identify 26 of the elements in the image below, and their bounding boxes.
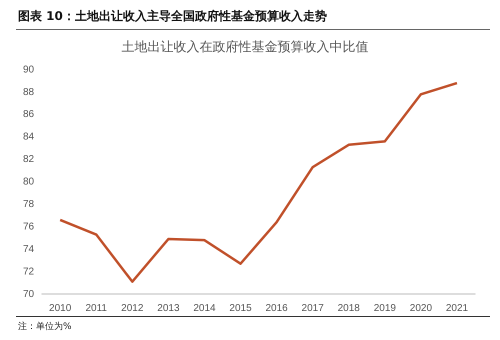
chart-title: 图表 10：土地出让收入主导全国政府性基金预算收入走势 xyxy=(18,8,327,25)
text: 注：单位为% xyxy=(18,322,72,332)
y-tick-label: 86 xyxy=(23,109,35,120)
x-tick-label: 2014 xyxy=(193,302,216,314)
x-tick-label: 2011 xyxy=(85,302,108,314)
x-tick-label: 2015 xyxy=(229,302,252,314)
x-tick-label: 2021 xyxy=(446,302,469,314)
x-tick-label: 2018 xyxy=(338,302,360,314)
y-tick-label: 78 xyxy=(23,198,35,210)
x-tick-label: 2017 xyxy=(302,302,324,314)
chart-subtitle: 土地出让收入在政府性基金预算收入中比值 xyxy=(122,39,368,56)
y-tick-label: 72 xyxy=(23,266,35,278)
y-tick-label: 90 xyxy=(23,64,35,76)
y-tick-label: 74 xyxy=(23,244,35,255)
y-tick-label: 76 xyxy=(23,221,35,232)
x-tick-label: 2020 xyxy=(410,302,432,314)
x-tick-label: 2012 xyxy=(121,302,144,314)
y-tick-label: 82 xyxy=(23,154,35,166)
x-tick-label: 2010 xyxy=(49,302,72,314)
y-tick-label: 80 xyxy=(23,176,35,188)
y-tick-label: 84 xyxy=(23,132,35,143)
y-tick-label: 70 xyxy=(23,288,35,300)
x-tick-label: 2013 xyxy=(157,302,180,314)
x-tick-label: 2016 xyxy=(265,302,288,314)
x-tick-label: 2019 xyxy=(374,302,396,314)
y-tick-label: 88 xyxy=(23,86,35,98)
